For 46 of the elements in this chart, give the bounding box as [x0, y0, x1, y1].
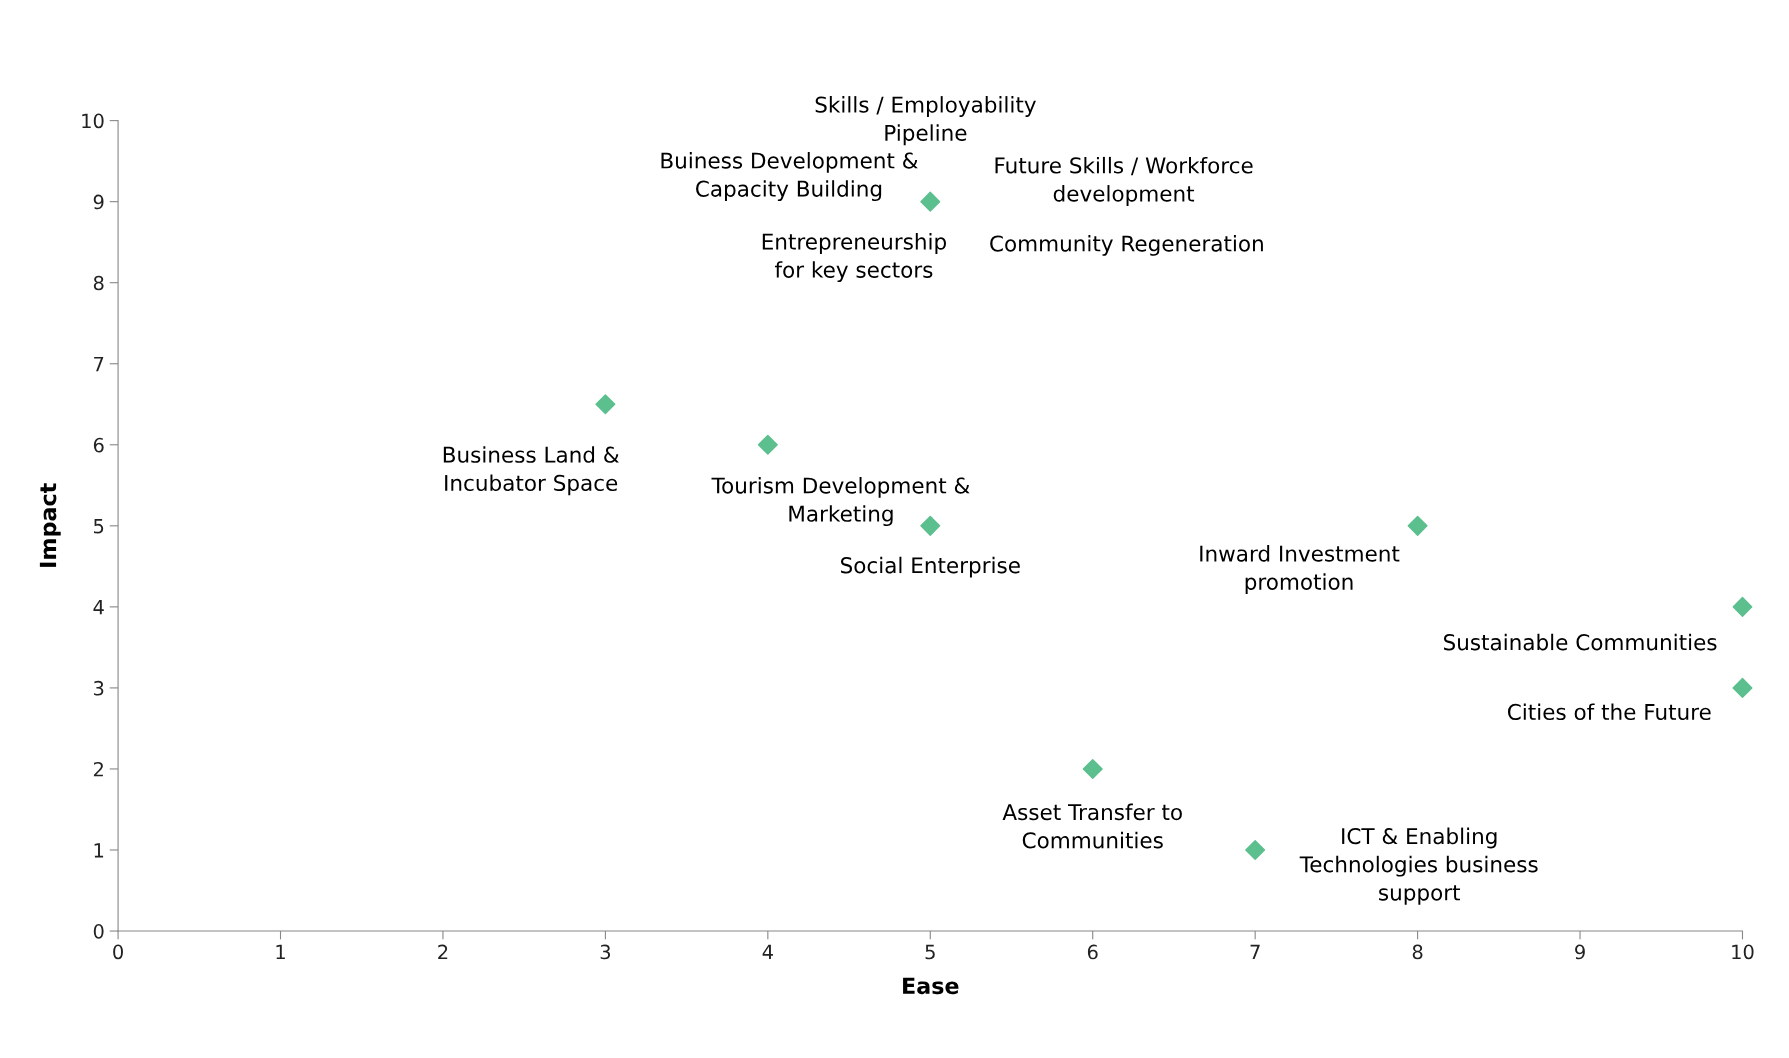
annotation: ICT & Enabling Technologies business support — [1299, 827, 1538, 905]
y-tick-label: 3 — [93, 680, 104, 696]
annotation: Social Enterprise — [840, 556, 1020, 578]
x-tick-label: 2 — [438, 944, 448, 960]
point — [920, 191, 941, 212]
x-tick-label: 10 — [1732, 944, 1754, 960]
y-tick-label: 1 — [94, 843, 104, 858]
y-tick-label: 6 — [93, 437, 104, 453]
annotation: Buiness Development & Capacity Building — [661, 152, 918, 202]
y-tick-label: 10 — [82, 113, 104, 129]
x-axis-title: Ease — [903, 977, 959, 995]
x-tick-label: 1 — [276, 944, 285, 960]
x-tick-label: 4 — [762, 944, 773, 960]
point — [1732, 677, 1753, 698]
point — [920, 515, 941, 536]
annotation: Inward Investment promotion — [1200, 545, 1400, 595]
y-tick-label: 7 — [94, 356, 104, 372]
y-tick-label: 4 — [93, 600, 104, 615]
x-tick-label: 5 — [925, 944, 935, 960]
x-tick-label: 0 — [113, 944, 123, 960]
annotation: Future Skills / Workforce development — [995, 156, 1253, 206]
annotation: Skills / Employability Pipeline — [815, 96, 1036, 146]
x-tick-label: 7 — [1250, 944, 1260, 960]
annotation: Sustainable Communities — [1443, 633, 1717, 651]
point — [1407, 515, 1428, 536]
annotation: Asset Transfer to Communities — [1002, 803, 1182, 849]
point — [1732, 596, 1753, 617]
y-tick-label: 0 — [93, 924, 104, 939]
y-axis-title: Impact — [39, 483, 61, 567]
annotation: Community Regeneration — [990, 235, 1263, 256]
annotation: Tourism Development & Marketing — [711, 477, 970, 527]
annotation: Entrepreneurship for key sectors — [762, 233, 946, 283]
x-tick-label: 8 — [1412, 944, 1423, 960]
y-tick-label: 9 — [93, 194, 104, 210]
annotation: Business Land & Incubator Space — [443, 446, 619, 496]
x-tick-label: 3 — [600, 944, 611, 960]
x-tick-label: 9 — [1575, 944, 1585, 960]
point — [595, 394, 616, 415]
y-tick-label: 2 — [93, 761, 103, 777]
y-tick-label: 8 — [93, 275, 104, 291]
x-tick-label: 6 — [1087, 944, 1098, 960]
y-tick-label: 5 — [94, 519, 104, 534]
annotation: Cities of the Future — [1507, 703, 1711, 721]
point — [1082, 758, 1103, 779]
point — [757, 434, 778, 455]
point — [1245, 839, 1266, 861]
